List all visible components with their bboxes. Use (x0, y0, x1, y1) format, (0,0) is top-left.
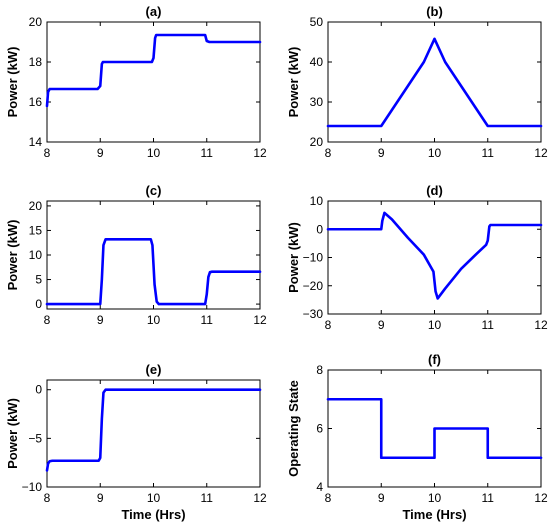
y-tick-label: 4 (316, 480, 323, 494)
y-tick-label: 50 (310, 15, 324, 29)
y-axis-label: Operating State (286, 380, 301, 477)
y-tick-label: 18 (29, 55, 43, 69)
x-tick-label: 10 (428, 491, 442, 505)
x-tick-label: 10 (147, 146, 161, 160)
x-tick-label: 12 (253, 313, 267, 327)
subplot-4: 8 9 10 11 12 −30 −20 −10 0 10 (d) Power (kW) (286, 183, 548, 332)
y-tick-label: 0 (35, 297, 42, 311)
x-tick-label: 10 (428, 146, 442, 160)
y-tick-label: 20 (29, 15, 43, 29)
x-tick-label: 10 (147, 313, 161, 327)
x-tick-label: 12 (534, 318, 548, 332)
y-tick-label: −30 (303, 307, 324, 321)
x-axis-label: Time (Hrs) (121, 507, 185, 522)
x-tick-label: 12 (253, 491, 267, 505)
y-tick-label: 40 (310, 55, 324, 69)
x-tick-label: 12 (253, 146, 267, 160)
subplot-title: (f) (428, 352, 441, 367)
y-tick-label: 16 (29, 95, 43, 109)
y-tick-label: 10 (29, 248, 43, 262)
y-tick-label: −10 (303, 251, 324, 265)
x-tick-label: 8 (325, 146, 332, 160)
y-tick-label: −5 (28, 431, 42, 445)
y-tick-label: 0 (316, 222, 323, 236)
x-tick-label: 9 (378, 318, 385, 332)
series-line (45, 33, 262, 108)
series-line (326, 211, 543, 300)
subplot-2: 8 9 10 11 12 20 30 40 50 (b) Power (kW) (286, 4, 548, 160)
y-tick-label: 10 (310, 194, 324, 208)
y-tick-label: 14 (29, 135, 43, 149)
x-tick-label: 11 (482, 491, 495, 505)
y-tick-label: 15 (29, 223, 43, 237)
x-tick-label: 9 (97, 146, 104, 160)
subplot-6: 8 9 10 11 12 4 6 8 (f) Operating State Time (Hrs) (286, 352, 548, 522)
y-tick-label: 6 (316, 422, 323, 436)
x-tick-label: 12 (534, 491, 548, 505)
subplot-title: (a) (146, 4, 162, 19)
x-tick-label: 10 (147, 491, 161, 505)
x-tick-label: 8 (325, 491, 332, 505)
x-tick-label: 9 (97, 313, 104, 327)
x-tick-label: 8 (44, 491, 51, 505)
y-tick-label: 20 (29, 199, 43, 213)
x-tick-label: 12 (534, 146, 548, 160)
x-tick-label: 11 (482, 146, 495, 160)
y-tick-label: 8 (316, 363, 323, 377)
x-tick-label: 9 (378, 491, 385, 505)
subplot-3: 8 9 10 11 12 0 5 10 15 20 (c) Power (kW) (5, 183, 267, 327)
y-tick-label: 30 (310, 95, 324, 109)
x-tick-label: 11 (201, 146, 214, 160)
series-line (45, 388, 262, 472)
y-axis-label: Power (kW) (286, 222, 301, 293)
y-axis-label: Power (kW) (5, 398, 20, 469)
x-tick-label: 11 (201, 491, 214, 505)
series-line (45, 237, 262, 306)
series-line (326, 397, 543, 460)
x-tick-label: 8 (44, 146, 51, 160)
x-tick-label: 8 (44, 313, 51, 327)
x-tick-label: 10 (428, 318, 442, 332)
x-tick-label: 9 (378, 146, 385, 160)
y-tick-label: 20 (310, 135, 324, 149)
subplot-title: (d) (426, 183, 443, 198)
series-line (326, 37, 543, 128)
y-tick-label: −20 (303, 279, 324, 293)
y-axis-label: Power (kW) (286, 47, 301, 118)
y-tick-label: 0 (35, 383, 42, 397)
y-axis-label: Power (kW) (5, 47, 20, 118)
subplot-title: (e) (146, 362, 162, 377)
x-axis-label: Time (Hrs) (402, 507, 466, 522)
x-tick-label: 8 (325, 318, 332, 332)
subplot-title: (c) (146, 183, 162, 198)
y-tick-label: 5 (35, 273, 42, 287)
subplot-1: 8 9 10 11 12 14 16 18 20 (a) Power (kW) (5, 4, 267, 160)
x-tick-label: 11 (201, 313, 214, 327)
y-tick-label: −10 (22, 480, 43, 494)
subplot-5: 8 9 10 11 12 −10 −5 0 (e) Power (kW) Time (Hrs) (5, 362, 267, 522)
subplot-title: (b) (426, 4, 443, 19)
x-tick-label: 9 (97, 491, 104, 505)
y-axis-label: Power (kW) (5, 220, 20, 291)
x-tick-label: 11 (482, 318, 495, 332)
